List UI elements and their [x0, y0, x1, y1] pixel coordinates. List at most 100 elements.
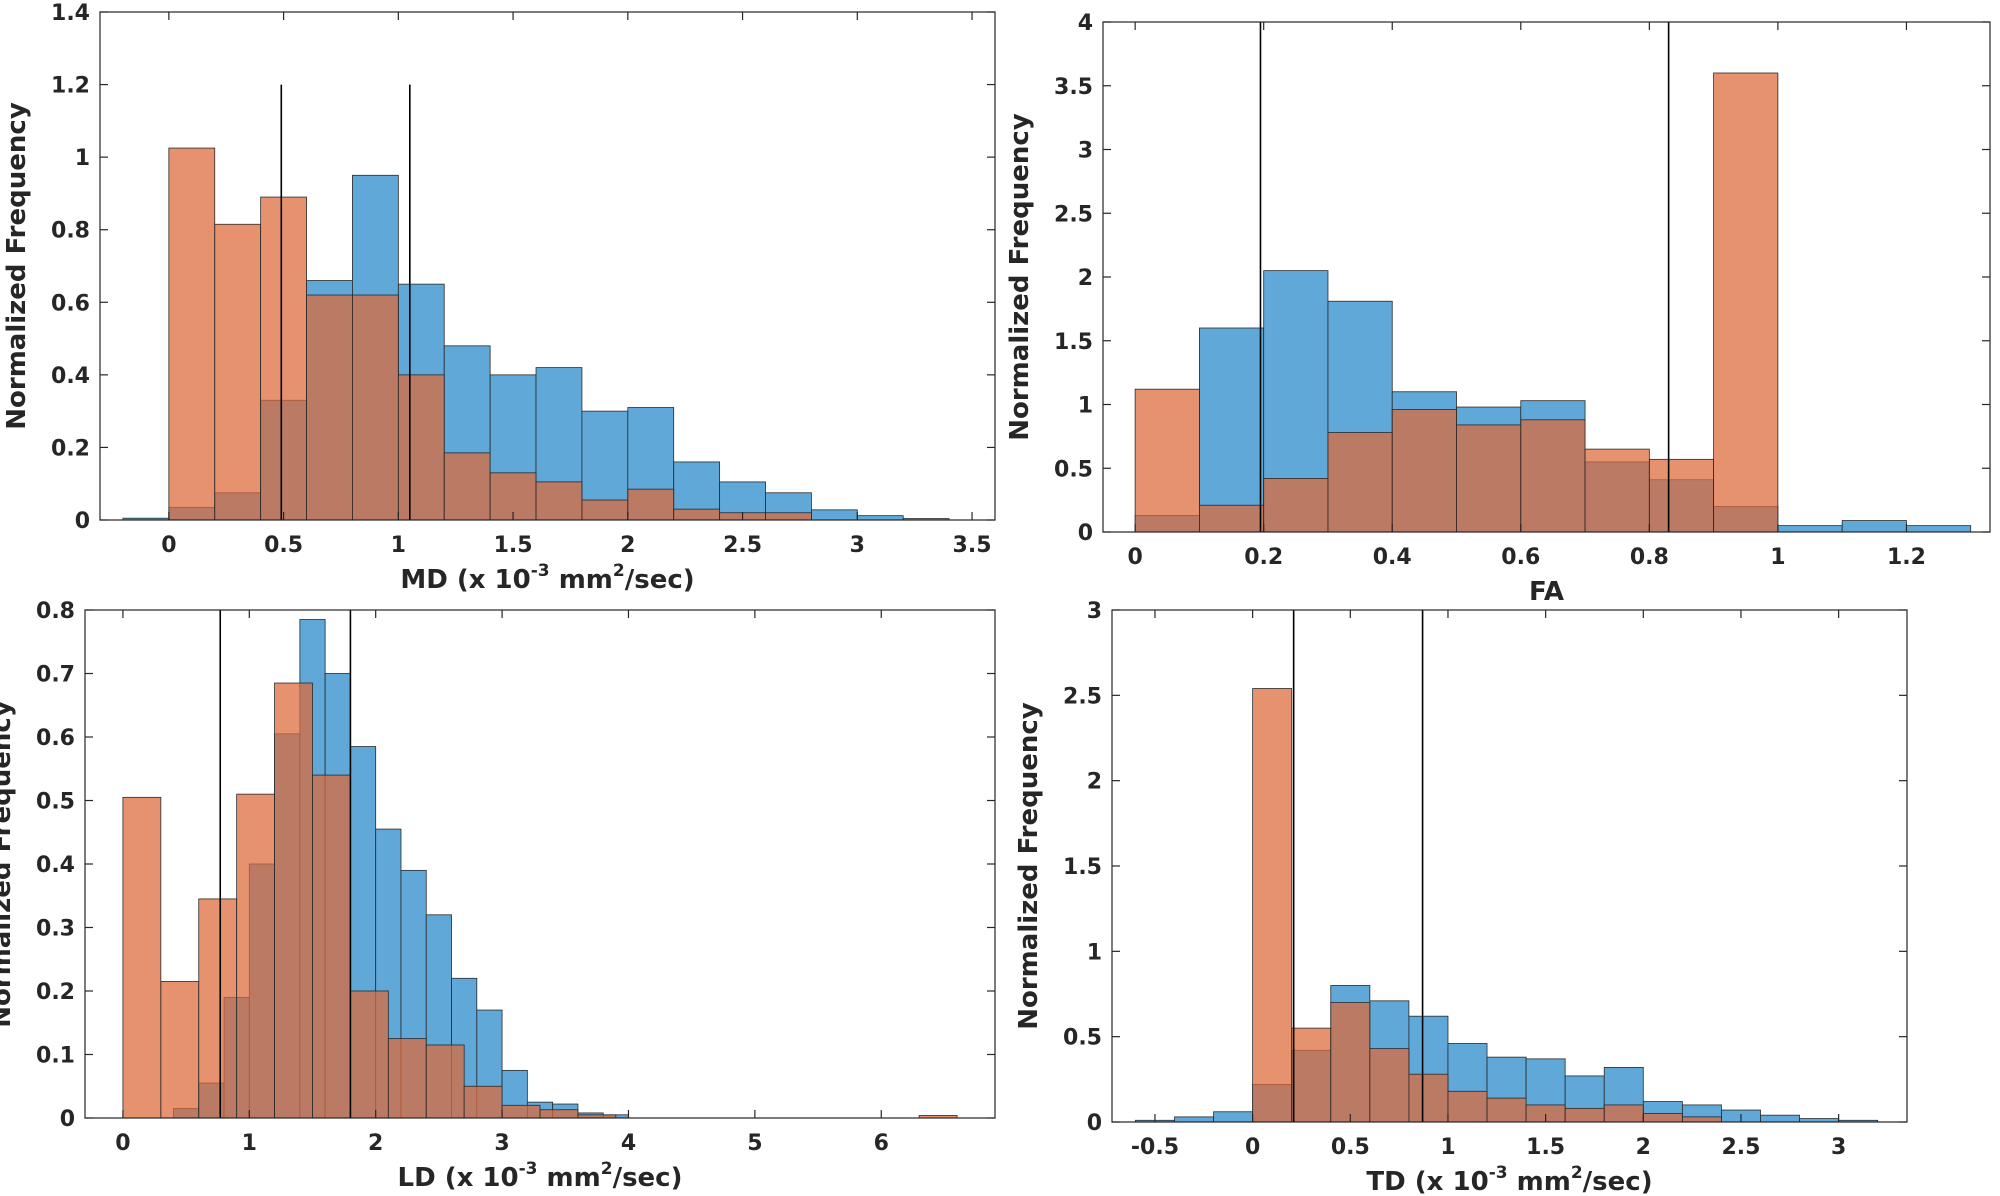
xtick-label-ld-2: 2 [368, 1131, 383, 1156]
bar-ld-orange-8 [425, 1044, 465, 1119]
xtick-label-td-5: 2 [1636, 1135, 1651, 1160]
ytick-label-ld-1: 0.1 [36, 1044, 75, 1069]
ytick-label-fa-1: 0.5 [1054, 457, 1093, 482]
xtick-label-td-0: -0.5 [1131, 1135, 1179, 1160]
xtick-label-ld-1: 1 [242, 1131, 257, 1156]
xtick-label-md-0: 0 [161, 533, 176, 558]
ylabel-td: Normalized Frequency [1014, 702, 1044, 1030]
bar-md-orange-2 [260, 196, 307, 521]
bar-fa-orange-3 [1327, 432, 1393, 533]
ytick-label-md-1: 0.2 [51, 436, 90, 461]
bar-md-orange-8 [535, 481, 583, 521]
xlabel-md: MD (x 10-3 mm2/sec) [400, 561, 694, 595]
ytick-label-td-0: 0 [1087, 1111, 1102, 1136]
xlabel-fa: FA [1529, 577, 1564, 607]
bar-fa-blue-12 [1906, 525, 1972, 533]
xtick-label-td-7: 3 [1831, 1135, 1846, 1160]
xlabel-part-ld-1: -3 [519, 1159, 538, 1179]
bar-td-orange-6 [1486, 1097, 1527, 1123]
ytick-label-ld-8: 0.8 [36, 599, 75, 624]
xtick-label-td-1: 0 [1245, 1135, 1260, 1160]
chart-md: 0 0.5 1 1.5 2 2.5 3 3.5 0 0.2 0.4 0.6 0.8 1 1.2 1.4 Norm… [2, 1, 996, 595]
bar-td-orange-11 [1681, 1116, 1722, 1123]
bar-ld-orange-9 [463, 1085, 503, 1119]
ytick-label-fa-8: 4 [1078, 11, 1093, 36]
xtick-label-ld-0: 0 [115, 1131, 130, 1156]
xlabel-part-td-2: mm [1508, 1167, 1571, 1196]
bar-ld-orange-11 [539, 1109, 579, 1119]
xlabel-part-fa-0: FA [1529, 577, 1564, 607]
ytick-label-fa-3: 1.5 [1054, 330, 1093, 355]
bar-td-orange-8 [1564, 1107, 1605, 1123]
xlabel-part-md-3: 2 [613, 561, 625, 581]
xtick-label-fa-1: 0.2 [1244, 545, 1283, 570]
xlabel-part-md-2: mm [550, 565, 613, 595]
xlabel-part-td-3: 2 [1571, 1163, 1583, 1183]
chart-fa: 0 0.2 0.4 0.6 0.8 1 1.2 0 0.5 1 1.5 2 2.5 3 3.5 4 Normal… [1005, 11, 1991, 607]
xlabel-part-td-4: /sec) [1583, 1167, 1653, 1196]
bar-md-orange-0 [168, 147, 216, 521]
ytick-label-md-4: 0.8 [51, 219, 90, 244]
xlabel-part-td-0: TD (x 10 [1366, 1167, 1488, 1196]
bar-fa-blue-1 [1199, 327, 1265, 533]
xtick-label-md-4: 2 [620, 533, 635, 558]
ytick-label-td-2: 1 [1087, 940, 1102, 965]
bar-td-orange-5 [1447, 1090, 1488, 1123]
bar-td-orange-4 [1408, 1073, 1449, 1123]
xtick-label-ld-4: 4 [621, 1131, 636, 1156]
xlabel-part-ld-3: 2 [601, 1159, 613, 1179]
bar-fa-orange-1 [1199, 504, 1265, 533]
bar-ld-orange-3 [236, 793, 275, 1119]
ytick-label-ld-7: 0.7 [36, 663, 75, 688]
xtick-label-md-3: 1.5 [494, 533, 533, 558]
xtick-label-fa-2: 0.4 [1373, 545, 1412, 570]
bar-td-blue-2 [1213, 1111, 1254, 1123]
bar-md-blue-15 [811, 509, 858, 521]
ytick-label-md-3: 0.6 [51, 291, 90, 316]
xtick-label-fa-0: 0 [1127, 545, 1142, 570]
ytick-label-fa-2: 1 [1078, 394, 1093, 419]
xtick-label-ld-5: 5 [747, 1131, 762, 1156]
bar-td-orange-9 [1603, 1104, 1644, 1123]
bar-ld-orange-4 [274, 682, 313, 1119]
xtick-label-md-1: 0.5 [264, 533, 303, 558]
bar-td-blue-1 [1174, 1116, 1214, 1123]
ytick-label-fa-0: 0 [1078, 521, 1093, 546]
xlabel-part-ld-0: LD (x 10 [398, 1163, 519, 1193]
ytick-label-md-5: 1 [75, 146, 90, 171]
xtick-label-md-2: 1 [391, 533, 406, 558]
bar-md-orange-11 [673, 508, 721, 521]
ytick-label-fa-7: 3.5 [1054, 75, 1093, 100]
bar-ld-orange-10 [501, 1104, 541, 1119]
bar-ld-orange-6 [350, 990, 389, 1119]
xtick-label-ld-3: 3 [494, 1131, 509, 1156]
bar-fa-orange-5 [1456, 424, 1522, 533]
bar-md-blue-16 [856, 515, 904, 521]
bar-fa-blue-11 [1841, 520, 1907, 533]
ytick-label-td-3: 1.5 [1063, 855, 1102, 880]
ytick-label-ld-3: 0.3 [36, 917, 75, 942]
bar-fa-orange-7 [1584, 448, 1650, 533]
ytick-label-ld-2: 0.2 [36, 980, 75, 1005]
ytick-label-td-6: 3 [1087, 599, 1102, 624]
ytick-label-md-6: 1.2 [51, 74, 90, 99]
bar-ld-orange-0 [122, 796, 162, 1119]
xlabel-part-ld-2: mm [537, 1163, 600, 1193]
xtick-label-td-2: 0.5 [1331, 1135, 1370, 1160]
bar-md-orange-6 [443, 452, 491, 521]
xtick-label-fa-5: 1 [1770, 545, 1785, 570]
ytick-label-fa-6: 3 [1078, 139, 1093, 164]
xlabel-ld: LD (x 10-3 mm2/sec) [398, 1159, 683, 1193]
ylabel-md: Normalized Frequency [2, 102, 32, 430]
bar-ld-orange-7 [387, 1038, 427, 1119]
bar-fa-orange-8 [1648, 458, 1715, 533]
ytick-label-md-2: 0.4 [51, 364, 90, 389]
bar-ld-orange-2 [198, 898, 238, 1119]
bar-fa-blue-10 [1777, 525, 1843, 533]
ytick-label-td-5: 2.5 [1063, 684, 1102, 709]
bar-td-orange-0 [1252, 688, 1293, 1123]
xlabel-part-td-1: -3 [1489, 1163, 1508, 1183]
xlabel-part-md-0: MD (x 10 [400, 565, 530, 595]
ytick-label-td-1: 0.5 [1063, 1026, 1102, 1051]
